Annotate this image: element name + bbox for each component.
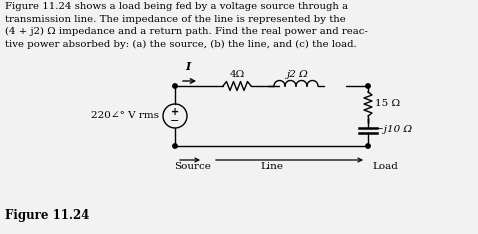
Text: j2 Ω: j2 Ω [287,70,309,79]
Text: Figure 11.24 shows a load being fed by a voltage source through a: Figure 11.24 shows a load being fed by a… [5,2,348,11]
Circle shape [173,144,177,148]
Text: +: + [171,107,179,117]
Text: Source: Source [174,162,211,171]
Circle shape [366,84,370,88]
Text: Load: Load [372,162,398,171]
Text: 4Ω: 4Ω [229,70,245,79]
Circle shape [366,144,370,148]
Text: (4 + j2) Ω impedance and a return path. Find the real power and reac-: (4 + j2) Ω impedance and a return path. … [5,27,368,36]
Text: Figure 11.24: Figure 11.24 [5,209,89,222]
Text: 220∠° V rms: 220∠° V rms [91,111,159,121]
Text: −j10 Ω: −j10 Ω [375,125,412,135]
Text: Line: Line [260,162,283,171]
Text: transmission line. The impedance of the line is represented by the: transmission line. The impedance of the … [5,15,346,23]
Text: −: − [170,116,180,126]
Text: I: I [185,61,190,72]
Circle shape [173,84,177,88]
Text: 15 Ω: 15 Ω [375,99,400,109]
Text: tive power absorbed by: (a) the source, (b) the line, and (c) the load.: tive power absorbed by: (a) the source, … [5,40,357,49]
